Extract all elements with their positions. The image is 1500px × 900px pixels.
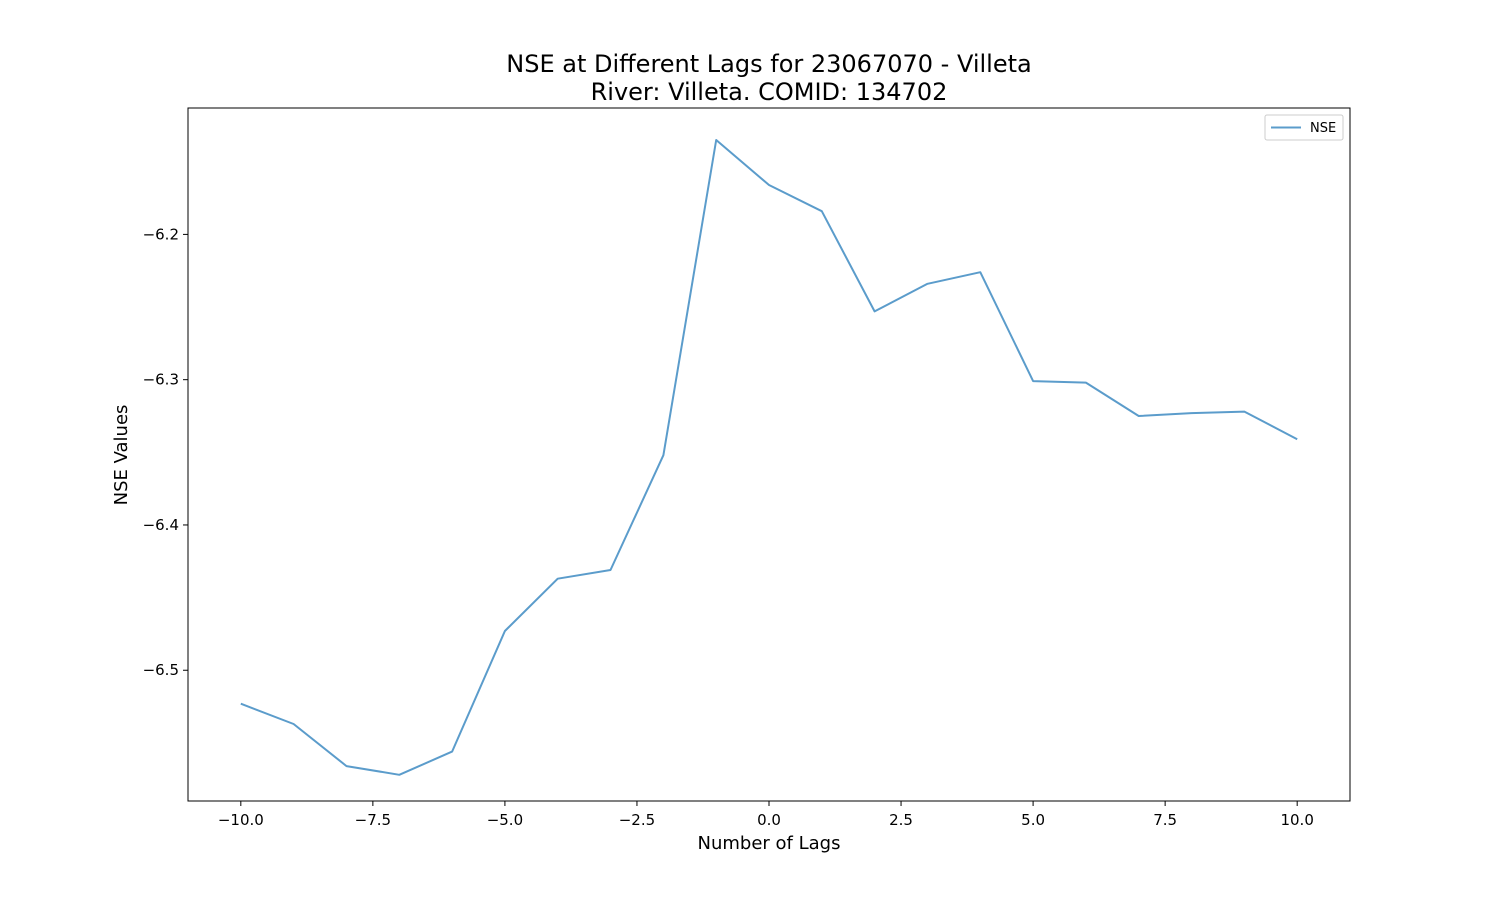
x-tick-label: −10.0 — [218, 811, 264, 829]
y-axis-ticks: −6.5 −6.4 −6.3 −6.2 — [143, 225, 188, 679]
series-layer — [240, 139, 1298, 776]
x-tick-label: 2.5 — [889, 811, 913, 829]
chart-subtitle: River: Villeta. COMID: 134702 — [591, 78, 948, 106]
plot-area — [187, 107, 1351, 802]
chart-title: NSE at Different Lags for 23067070 - Vil… — [506, 50, 1031, 78]
series-line-nse — [240, 139, 1298, 776]
x-axis-ticks: −10.0 −7.5 −5.0 −2.5 0.0 2.5 5.0 7.5 10.0 — [218, 801, 1314, 829]
x-tick-label: 5.0 — [1021, 811, 1045, 829]
y-tick-label: −6.2 — [143, 225, 179, 243]
y-tick-label: −6.3 — [143, 371, 179, 389]
x-tick-label: 7.5 — [1153, 811, 1177, 829]
x-tick-label: −2.5 — [619, 811, 655, 829]
legend-label-nse: NSE — [1310, 121, 1336, 136]
x-tick-label: −7.5 — [355, 811, 391, 829]
x-tick-label: −5.0 — [487, 811, 523, 829]
legend: NSE — [1264, 114, 1344, 141]
x-tick-label: 0.0 — [757, 811, 781, 829]
y-axis-label: NSE Values — [111, 405, 132, 506]
x-axis-label: Number of Lags — [698, 833, 841, 854]
legend-box — [1264, 114, 1344, 141]
y-tick-label: −6.5 — [143, 661, 179, 679]
x-tick-label: 10.0 — [1280, 811, 1313, 829]
y-tick-label: −6.4 — [143, 516, 179, 534]
